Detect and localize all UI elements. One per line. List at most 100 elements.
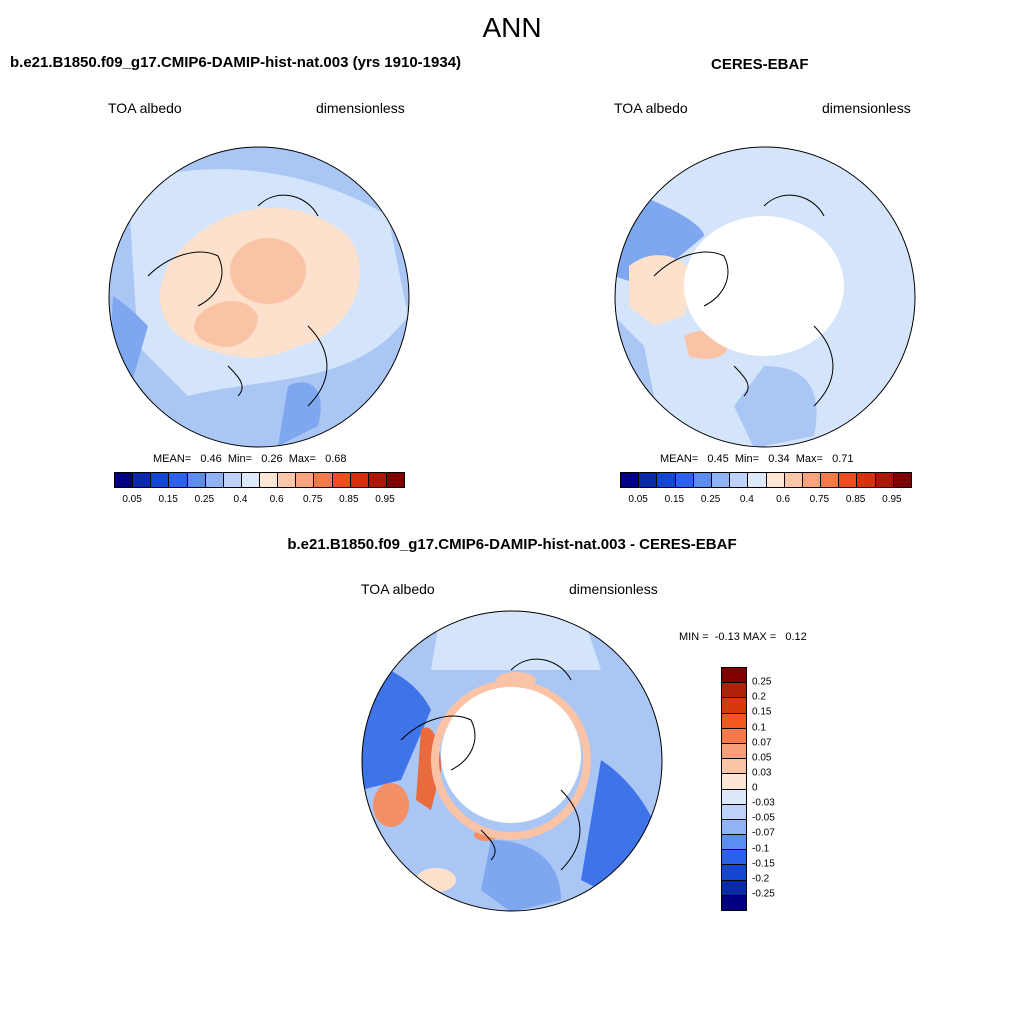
panel-2-colorbar-swatch <box>730 473 749 487</box>
panel-1-colorbar-swatch <box>205 473 224 487</box>
panel-2-variable-label: TOA albedo <box>614 100 688 116</box>
panel-2-colorbar-swatch <box>857 473 876 487</box>
panel-2-colorbar-tick-label: 0.25 <box>700 494 721 505</box>
panel-3-colorbar-tick-label: 0 <box>752 782 758 794</box>
panel-3-colorbar <box>721 667 747 911</box>
panel-3-europe-mid <box>481 840 561 911</box>
panel-3-colorbar-tick-label: 0.15 <box>752 706 772 718</box>
panel-2-colorbar-swatch <box>657 473 676 487</box>
panel-3-colorbar-swatch <box>722 835 746 851</box>
panel-2-colorbar-tick-label: 0.95 <box>882 494 902 505</box>
panel-3-colorbar-tick-label: 0.25 <box>752 676 772 688</box>
panel-1-colorbar-swatch <box>133 473 152 487</box>
panel-1-variable-label: TOA albedo <box>108 100 182 116</box>
panel-3-colorbar-swatch <box>722 698 746 714</box>
panel-2-colorbar-swatch <box>621 473 640 487</box>
panel-3-coastlines <box>400 658 581 871</box>
panel-3-colorbar-swatch <box>722 880 746 896</box>
panel-3-colorbar-swatch <box>722 774 746 790</box>
panel-2-colorbar-swatch <box>675 473 694 487</box>
panel-1-scandinavia-low <box>278 382 321 446</box>
panel-2-title: CERES-EBAF <box>711 56 809 73</box>
panel-1-colorbar-swatch <box>241 473 260 487</box>
panel-1-units-label: dimensionless <box>316 100 405 116</box>
panel-1-colorbar-swatch <box>278 473 297 487</box>
panel-1-colorbar-swatch <box>386 473 404 487</box>
panel-3-map-border <box>361 610 663 912</box>
panel-1-colorbar-tick-label: 0.75 <box>302 494 323 505</box>
panel-3-atlantic-positive <box>416 868 456 892</box>
panel-1-colorbar-tick-label: 0.05 <box>122 494 142 505</box>
panel-2-colorbar-swatch <box>766 473 785 487</box>
panel-2-colorbar-swatch <box>893 473 911 487</box>
panel-3-polar-map <box>361 610 663 912</box>
panel-3-colorbar-swatch <box>722 819 746 836</box>
panel-2-europe-mid <box>734 366 817 447</box>
panel-3-colorbar-swatch <box>722 865 746 881</box>
panel-1-arctic-core <box>230 238 306 304</box>
panel-1-colorbar-tick-label: 0.85 <box>339 494 359 505</box>
panel-3-colorbar-tick-label: -0.2 <box>752 873 770 885</box>
panel-2-colorbar-tick-label: 0.75 <box>809 494 830 505</box>
panel-2-stats: MEAN= 0.45 Min= 0.34 Max= 0.71 <box>660 453 854 465</box>
panel-2-colorbar-tick-label: 0.85 <box>845 494 866 505</box>
panel-3-colorbar-swatch <box>722 850 746 866</box>
panel-1-colorbar-swatch <box>260 473 279 487</box>
panel-3-colorbar-tick-label: -0.15 <box>752 858 775 870</box>
panel-2-colorbar-swatch <box>711 473 731 487</box>
panel-1-colorbar-swatch <box>151 473 170 487</box>
panel-2-colorbar-swatch <box>821 473 840 487</box>
panel-2-units-label: dimensionless <box>822 100 911 116</box>
panel-1-colorbar-swatch <box>332 473 351 487</box>
panel-2-missing-data <box>684 216 844 356</box>
panel-2-canada-high <box>629 255 694 326</box>
panel-1-greenland <box>194 301 258 347</box>
panel-1-colorbar-tick-label: 0.25 <box>194 494 215 505</box>
panel-3-colorbar-tick-label: 0.1 <box>752 722 766 733</box>
panel-3-colorbar-tick-label: -0.25 <box>752 888 775 900</box>
panel-3-colorbar-tick-label: -0.1 <box>752 843 770 854</box>
panel-1-colorbar-swatch <box>314 473 333 487</box>
panel-2-polar-map <box>614 146 916 448</box>
panel-3-colorbar-swatch <box>722 743 746 760</box>
panel-2-coastlines <box>653 194 834 407</box>
panel-1-polar-map <box>108 146 410 448</box>
panel-2-colorbar-swatch <box>784 473 803 487</box>
panel-3-colorbar-tick-label: 0.05 <box>752 752 772 764</box>
panel-3-missing-data <box>441 687 581 823</box>
figure-title: ANN <box>482 12 542 43</box>
panel-1-colorbar-swatch <box>223 473 242 487</box>
panel-1-map-border <box>108 146 410 448</box>
panel-1-colorbar-tick-label: 0.6 <box>269 494 284 505</box>
panel-3-stats: MIN = -0.13 MAX = 0.12 <box>679 631 807 643</box>
panel-3-colorbar-tick-label: -0.05 <box>752 812 775 824</box>
panel-3-colorbar-swatch <box>722 728 746 744</box>
panel-3-colorbar-tick-label: 0.2 <box>752 691 766 703</box>
panel-1-colorbar-tick-label: 0.95 <box>375 494 395 505</box>
panel-1-colorbar-swatch <box>350 473 369 487</box>
panel-3-colorbar-tick-label: 0.03 <box>752 767 772 779</box>
panel-3-colorbar-swatch <box>722 895 746 910</box>
panel-1-colorbar-tick-label: 0.15 <box>158 494 178 505</box>
panel-3-ice-edge-ring <box>431 680 591 840</box>
panel-3-colorbar-tick-label: 0.07 <box>752 737 772 749</box>
panel-1-colorbar-swatch <box>187 473 206 487</box>
panel-3-colorbar-swatch <box>722 668 746 684</box>
panel-3-colorbar-swatch <box>722 759 746 775</box>
panel-2-colorbar-labels: 0.05 0.15 0.25 0.4 0.6 0.75 0.85 0.95 <box>620 494 910 508</box>
panel-3-colorbar-swatch <box>722 804 746 820</box>
panel-3-units-label: dimensionless <box>569 581 658 597</box>
panel-2-colorbar-tick-label: 0.15 <box>664 494 685 505</box>
panel-3-variable-label: TOA albedo <box>361 581 435 597</box>
panel-2-colorbar <box>620 472 912 488</box>
panel-2-colorbar-swatch <box>639 473 658 487</box>
panel-3-colorbar-swatch <box>722 713 746 729</box>
panel-3-colorbar-swatch <box>722 789 746 805</box>
panel-1-colorbar-swatch <box>296 473 315 487</box>
panel-2-colorbar-tick-label: 0.4 <box>739 494 754 505</box>
panel-3-colorbar-tick-label: -0.07 <box>752 827 775 839</box>
panel-2-colorbar-swatch <box>875 473 894 487</box>
panel-3-hudson-positive <box>373 783 409 827</box>
panel-2-colorbar-swatch <box>802 473 822 487</box>
panel-1-coastlines <box>147 194 328 407</box>
